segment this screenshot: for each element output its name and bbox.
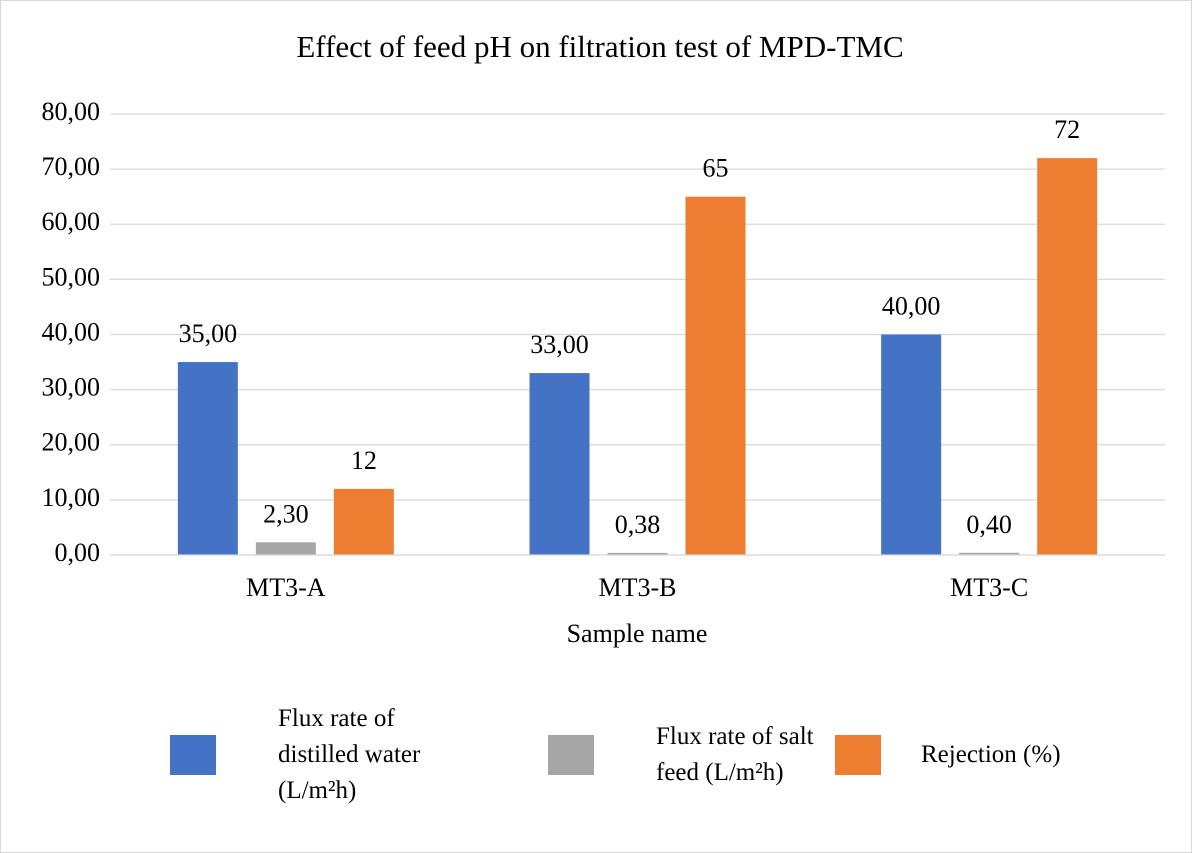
legend-label: Rejection (%) — [921, 741, 1061, 768]
data-label: 2,30 — [263, 499, 309, 528]
bar — [881, 334, 942, 555]
data-label: 40,00 — [882, 291, 941, 320]
x-tick-label: MT3-B — [599, 573, 677, 602]
bar — [255, 542, 316, 555]
y-tick-label: 80,00 — [42, 97, 101, 126]
legend-item: Rejection (%) — [835, 700, 1071, 810]
bar — [1037, 158, 1098, 555]
chart-title: Effect of feed pH on filtration test of … — [296, 29, 903, 64]
y-tick-label: 40,00 — [42, 317, 101, 346]
bar — [685, 196, 746, 555]
x-tick-label: MT3-C — [950, 573, 1028, 602]
bar — [529, 373, 590, 555]
x-axis-title: Sample name — [567, 619, 708, 648]
data-label: 0,38 — [615, 510, 661, 539]
y-tick-label: 30,00 — [42, 373, 101, 402]
bar — [333, 488, 394, 555]
legend-label: Flux rate of distilled water (L/m²h) — [278, 705, 421, 804]
y-tick-label: 60,00 — [42, 207, 101, 236]
legend-item: Flux rate of salt feed (L/m²h) — [548, 700, 846, 810]
bar — [177, 362, 238, 555]
y-tick-label: 20,00 — [42, 428, 101, 457]
legend-swatch — [170, 735, 216, 775]
bar — [607, 552, 668, 555]
y-tick-label: 10,00 — [42, 483, 101, 512]
y-tick-label: 50,00 — [42, 262, 101, 291]
legend-swatch — [548, 735, 594, 775]
y-tick-label: 0,00 — [55, 538, 101, 567]
data-label: 12 — [351, 446, 377, 475]
y-tick-label: 70,00 — [42, 152, 101, 181]
x-tick-label: MT3-A — [246, 573, 326, 602]
data-label: 33,00 — [530, 330, 589, 359]
bar — [959, 552, 1020, 555]
data-label: 35,00 — [179, 319, 238, 348]
data-label: 0,40 — [966, 510, 1012, 539]
legend-swatch — [835, 735, 881, 775]
legend-item: Flux rate of distilled water (L/m²h) — [170, 700, 478, 810]
data-label: 65 — [703, 154, 729, 183]
data-label: 72 — [1054, 115, 1080, 144]
legend-label: Flux rate of salt feed (L/m²h) — [656, 723, 814, 786]
